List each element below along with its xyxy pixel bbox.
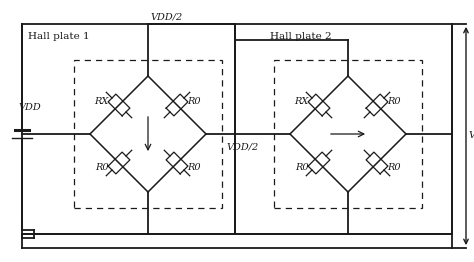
Bar bbox=[74, 60, 222, 208]
Text: Hall plate 1: Hall plate 1 bbox=[28, 32, 90, 41]
Text: R0: R0 bbox=[187, 96, 201, 106]
Bar bbox=[274, 60, 422, 208]
Text: VDD/2: VDD/2 bbox=[151, 13, 183, 22]
Text: RX: RX bbox=[295, 96, 309, 106]
Text: R0: R0 bbox=[187, 162, 201, 172]
Text: R0: R0 bbox=[95, 162, 109, 172]
Text: R0: R0 bbox=[295, 162, 309, 172]
Text: VDD/2: VDD/2 bbox=[227, 142, 259, 151]
Text: Hall plate 2: Hall plate 2 bbox=[270, 32, 332, 41]
Text: R0: R0 bbox=[387, 162, 401, 172]
Text: R0: R0 bbox=[387, 96, 401, 106]
Text: Vout: Vout bbox=[469, 132, 474, 140]
Text: VDD: VDD bbox=[19, 103, 42, 112]
Text: RX: RX bbox=[95, 96, 109, 106]
